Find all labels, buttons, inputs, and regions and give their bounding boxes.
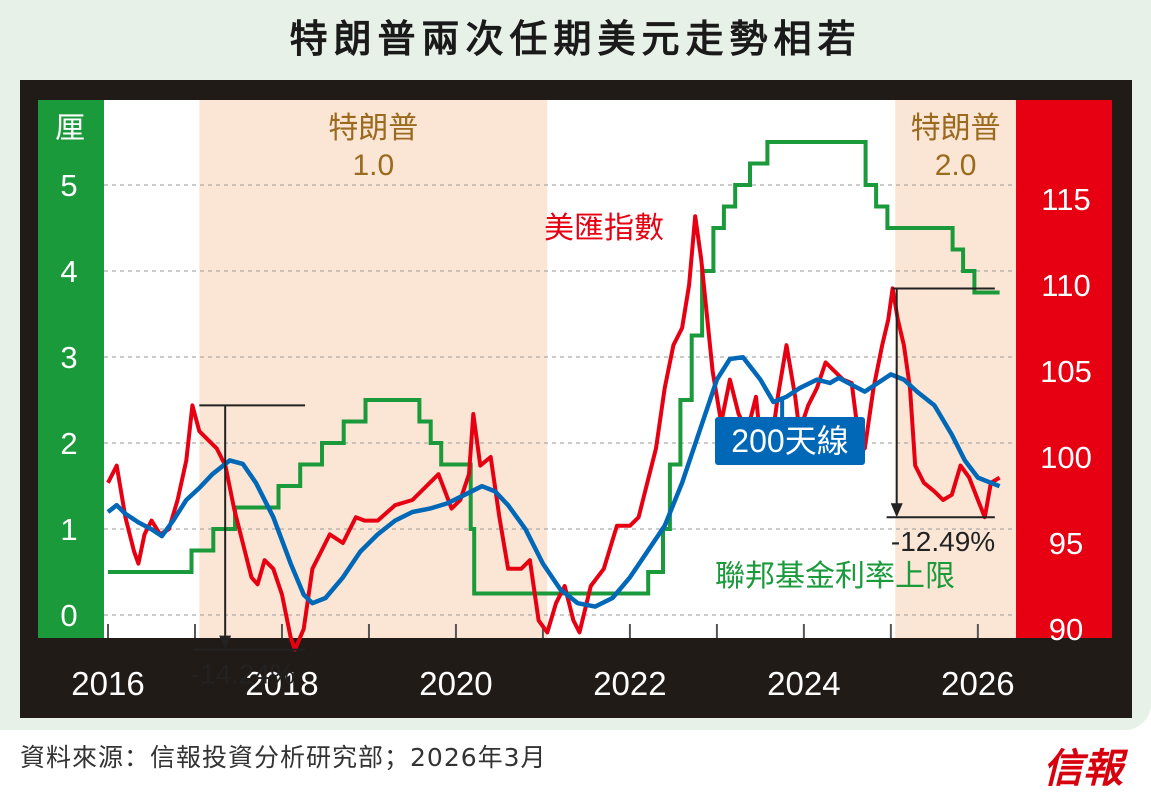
right-tick-95: 95 <box>1049 526 1083 561</box>
x-label-2020: 2020 <box>419 665 492 702</box>
x-label-2016: 2016 <box>71 665 144 702</box>
right-tick-90: 90 <box>1049 612 1083 647</box>
right-tick-115: 115 <box>1041 182 1090 217</box>
term-label-1: 特朗普 <box>328 112 418 145</box>
fed-funds-line <box>108 140 1000 596</box>
term-shade-2 <box>895 100 1016 638</box>
right-axis-band <box>1016 100 1112 638</box>
term-sublabel-2: 2.0 <box>935 149 977 182</box>
ma200-line <box>106 354 1001 609</box>
fed-funds-label: 聯邦基金利率上限 <box>715 560 955 593</box>
drop-arrow-head-2 <box>890 503 903 518</box>
term-shade-1 <box>199 100 548 638</box>
right-tick-110: 110 <box>1041 268 1090 303</box>
drop-label-1: -14.24% <box>191 659 295 690</box>
chart-area: 特朗普 1.0 特朗普 2.0 厘 0 1 2 3 4 5 90 95 100 105 110 115 2016 2… <box>20 80 1132 718</box>
drop-label-2: -12.49% <box>891 526 995 557</box>
left-tick-4: 4 <box>60 254 77 289</box>
x-label-2022: 2022 <box>593 665 666 702</box>
usd-index-line <box>106 214 1001 652</box>
publisher-logo: 信報 <box>1043 745 1123 792</box>
left-axis-unit: 厘 <box>55 112 85 145</box>
left-tick-5: 5 <box>60 168 77 203</box>
drop-arrow-head-1 <box>219 635 232 650</box>
x-label-2026: 2026 <box>941 665 1014 702</box>
left-tick-1: 1 <box>60 512 77 547</box>
right-tick-100: 100 <box>1040 440 1092 475</box>
left-tick-3: 3 <box>60 340 77 375</box>
chart-title: 特朗普兩次任期美元走勢相若 <box>289 17 862 61</box>
chart-svg: 特朗普 1.0 特朗普 2.0 厘 0 1 2 3 4 5 90 95 100 105 110 115 2016 2… <box>38 100 1112 702</box>
term-label-2: 特朗普 <box>911 112 1001 145</box>
term-sublabel-1: 1.0 <box>352 149 394 182</box>
left-axis-band <box>38 100 104 638</box>
ma200-label-box <box>715 417 865 465</box>
x-label-2024: 2024 <box>767 665 840 702</box>
usd-index-label: 美匯指數 <box>544 212 664 245</box>
x-label-2018: 2018 <box>245 665 318 702</box>
source-note: 資料來源：信報投資分析研究部；2026年3月 <box>20 743 547 772</box>
left-tick-0: 0 <box>60 598 77 633</box>
right-tick-105: 105 <box>1040 354 1092 389</box>
left-tick-2: 2 <box>60 426 77 461</box>
ma200-label: 200天線 <box>731 423 848 459</box>
